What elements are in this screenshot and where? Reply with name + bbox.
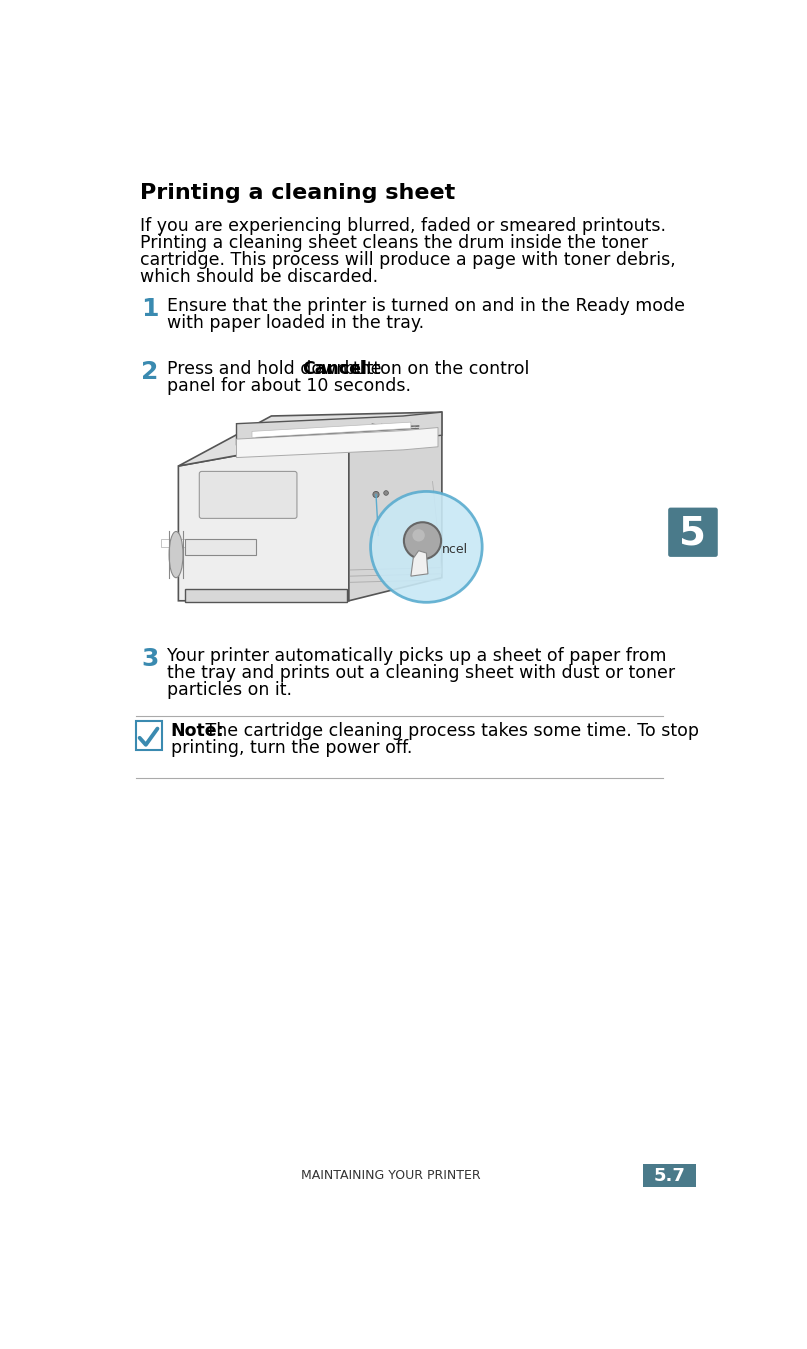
- Polygon shape: [236, 428, 438, 457]
- Text: cartridge. This process will produce a page with toner debris,: cartridge. This process will produce a p…: [140, 251, 675, 270]
- FancyBboxPatch shape: [199, 471, 297, 518]
- Text: 2: 2: [141, 360, 158, 383]
- Text: Cancel: Cancel: [302, 360, 367, 378]
- Text: ncel: ncel: [442, 544, 468, 556]
- Text: Your printer automatically picks up a sheet of paper from: Your printer automatically picks up a sh…: [167, 648, 667, 665]
- Polygon shape: [252, 422, 411, 437]
- FancyBboxPatch shape: [136, 720, 162, 750]
- Text: which should be discarded.: which should be discarded.: [140, 268, 378, 286]
- Polygon shape: [161, 540, 252, 546]
- Circle shape: [404, 522, 441, 560]
- FancyBboxPatch shape: [643, 1164, 696, 1187]
- Text: panel for about 10 seconds.: panel for about 10 seconds.: [167, 376, 411, 395]
- Text: MAINTAINING YOUR PRINTER: MAINTAINING YOUR PRINTER: [301, 1170, 481, 1183]
- Polygon shape: [411, 550, 428, 576]
- Text: button on the control: button on the control: [339, 360, 529, 378]
- Circle shape: [412, 529, 424, 541]
- Text: the tray and prints out a cleaning sheet with dust or toner: the tray and prints out a cleaning sheet…: [167, 664, 675, 683]
- Polygon shape: [185, 590, 347, 602]
- Text: 1: 1: [141, 297, 159, 321]
- Text: Printing a cleaning sheet cleans the drum inside the toner: Printing a cleaning sheet cleans the dru…: [140, 235, 648, 252]
- Polygon shape: [178, 413, 442, 465]
- Polygon shape: [185, 540, 256, 554]
- Text: with paper loaded in the tray.: with paper loaded in the tray.: [167, 313, 424, 332]
- Text: 5.7: 5.7: [654, 1167, 686, 1184]
- Text: Note:: Note:: [170, 723, 224, 741]
- Text: particles on it.: particles on it.: [167, 681, 292, 699]
- FancyBboxPatch shape: [668, 507, 717, 557]
- Text: Press and hold down the: Press and hold down the: [167, 360, 387, 378]
- Polygon shape: [349, 413, 442, 600]
- Circle shape: [384, 491, 388, 495]
- Circle shape: [373, 491, 379, 498]
- Text: Ensure that the printer is turned on and in the Ready mode: Ensure that the printer is turned on and…: [167, 297, 685, 314]
- Text: 3: 3: [141, 648, 158, 670]
- Text: 5: 5: [679, 514, 706, 552]
- Text: printing, turn the power off.: printing, turn the power off.: [170, 739, 412, 757]
- Polygon shape: [178, 436, 349, 600]
- Text: If you are experiencing blurred, faded or smeared printouts.: If you are experiencing blurred, faded o…: [140, 217, 666, 235]
- Circle shape: [370, 491, 482, 602]
- Ellipse shape: [169, 532, 183, 577]
- Text: The cartridge cleaning process takes some time. To stop: The cartridge cleaning process takes som…: [200, 723, 699, 741]
- Text: Printing a cleaning sheet: Printing a cleaning sheet: [140, 183, 455, 204]
- Polygon shape: [236, 413, 442, 445]
